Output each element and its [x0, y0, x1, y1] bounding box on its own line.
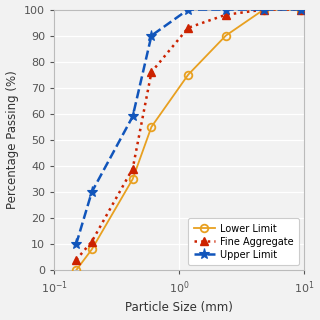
Lower Limit [186, 73, 190, 77]
Fine Aggregate [149, 70, 153, 74]
Upper Limit [300, 8, 303, 12]
Fine Aggregate [262, 8, 266, 12]
Lower Limit [131, 177, 135, 181]
Fine Aggregate [74, 258, 78, 262]
Lower Limit [90, 247, 94, 251]
Upper Limit [149, 34, 153, 37]
Line: Fine Aggregate: Fine Aggregate [72, 6, 305, 264]
X-axis label: Particle Size (mm): Particle Size (mm) [125, 301, 233, 315]
Upper Limit [74, 242, 78, 246]
Upper Limit [90, 190, 94, 194]
Line: Upper Limit: Upper Limit [71, 4, 307, 250]
Line: Lower Limit: Lower Limit [72, 6, 305, 274]
Fine Aggregate [300, 8, 303, 12]
Upper Limit [131, 115, 135, 118]
Lower Limit [149, 125, 153, 129]
Lower Limit [300, 8, 303, 12]
Fine Aggregate [186, 26, 190, 30]
Upper Limit [262, 8, 266, 12]
Fine Aggregate [224, 13, 228, 17]
Fine Aggregate [131, 167, 135, 171]
Upper Limit [224, 8, 228, 12]
Legend: Lower Limit, Fine Aggregate, Upper Limit: Lower Limit, Fine Aggregate, Upper Limit [188, 218, 299, 265]
Y-axis label: Percentage Passing (%): Percentage Passing (%) [5, 70, 19, 209]
Lower Limit [262, 8, 266, 12]
Lower Limit [74, 268, 78, 272]
Fine Aggregate [90, 240, 94, 244]
Lower Limit [224, 34, 228, 37]
Upper Limit [186, 8, 190, 12]
